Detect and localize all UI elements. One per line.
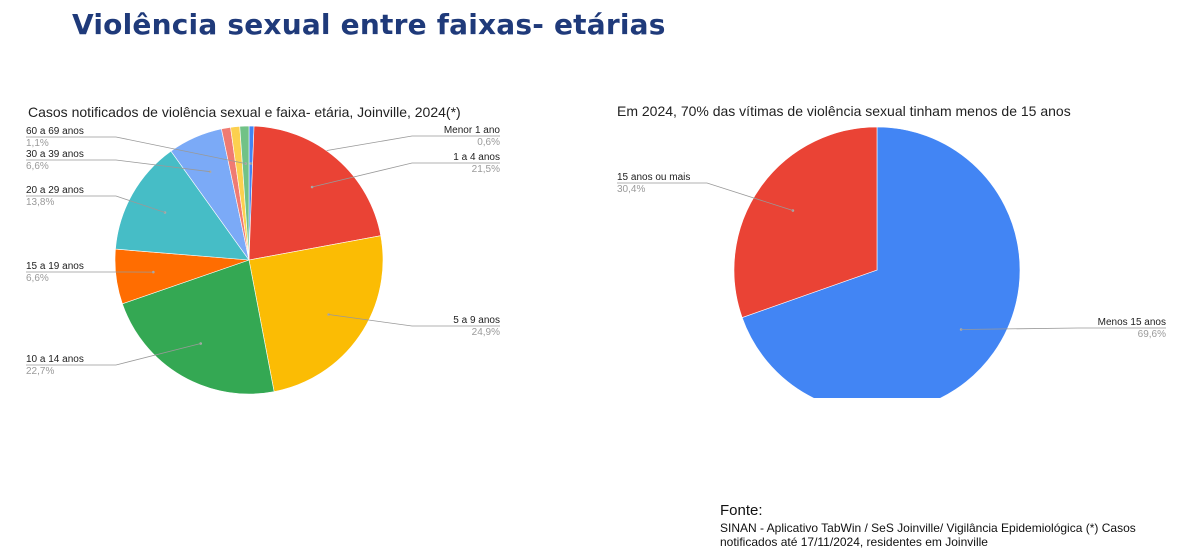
slice-label-15-anos-ou-mais: 15 anos ou mais (617, 172, 690, 183)
page-title: Violência sexual entre faixas- etárias (72, 8, 666, 41)
slice-label-1-a-4-anos: 1 a 4 anos (453, 152, 500, 163)
source-heading: Fonte: (720, 502, 763, 519)
slice-label-5-a-9-anos: 5 a 9 anos (453, 315, 500, 326)
source-note: Fonte: SINAN - Aplicativo TabWin / SeS J… (720, 502, 1190, 549)
leader-line-10-a-14-anos (26, 343, 201, 366)
pie-slice-15-anos-ou-mais (733, 126, 878, 318)
slice-percent-menor-1-ano: 0,6% (477, 137, 500, 148)
slice-percent-15-a-19-anos: 6,6% (26, 273, 49, 284)
slice-label-15-a-19-anos: 15 a 19 anos (26, 261, 84, 272)
leader-line-1-a-4-anos (312, 162, 500, 188)
leader-line-15-anos-ou-mais (617, 182, 794, 211)
under-15-pie-chart-panel: Em 2024, 70% das vítimas de violência se… (606, 93, 1196, 398)
pie-slice-10-a-14-anos (121, 259, 275, 395)
slice-percent-5-a-9-anos: 24,9% (472, 327, 500, 338)
slice-percent-20-a-29-anos: 13,8% (26, 197, 54, 208)
pie-slice-1-a-4-anos (248, 125, 382, 261)
slice-label-30-a-39-anos: 30 a 39 anos (26, 149, 84, 160)
pie-slice-menos-15-anos (741, 126, 1021, 398)
slice-label-menos-15-anos: Menos 15 anos (1098, 317, 1166, 328)
slice-percent-30-a-39-anos: 6,6% (26, 161, 49, 172)
pie-slice-20-a-29-anos (115, 150, 250, 261)
slice-percent-menos-15-anos: 69,6% (1138, 329, 1166, 340)
leader-line-menos-15-anos (961, 327, 1166, 330)
leader-dot-15-anos-ou-mais (791, 209, 795, 212)
pie-slice-60-a-69-anos (239, 125, 250, 261)
slice-label-60-a-69-anos: 60 a 69 anos (26, 126, 84, 137)
age-group-pie-chart-panel: Casos notificados de violência sexual e … (22, 98, 590, 398)
source-text: SINAN - Aplicativo TabWin / SeS Joinvill… (720, 521, 1136, 549)
slice-percent-1-a-4-anos: 21,5% (472, 164, 500, 175)
slice-label-10-a-14-anos: 10 a 14 anos (26, 354, 84, 365)
pie-slice-5-a-9-anos (248, 235, 384, 392)
slice-label-menor-1-ano: Menor 1 ano (444, 125, 501, 136)
chart-title: Casos notificados de violência sexual e … (28, 104, 461, 120)
leader-line-20-a-29-anos (26, 195, 166, 213)
leader-line-5-a-9-anos (328, 314, 500, 327)
slice-label-20-a-29-anos: 20 a 29 anos (26, 185, 84, 196)
leader-line-30-a-39-anos (26, 159, 211, 173)
slice-percent-60-a-69-anos: 1,1% (26, 138, 49, 149)
leader-line-60-a-69-anos (26, 136, 246, 164)
slice-percent-15-anos-ou-mais: 30,4% (617, 184, 645, 195)
chart-title: Em 2024, 70% das vítimas de violência se… (617, 103, 1071, 119)
slice-percent-10-a-14-anos: 22,7% (26, 366, 54, 377)
